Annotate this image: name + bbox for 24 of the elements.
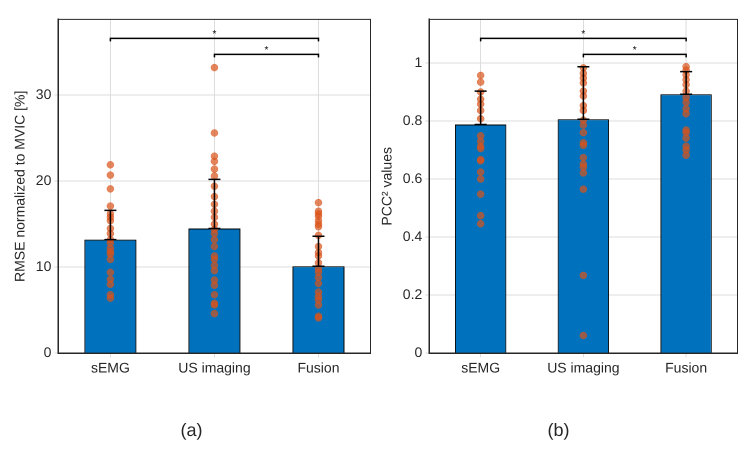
x-tick-label: sEMG xyxy=(461,359,500,376)
annotation: * xyxy=(632,45,637,56)
text: (a) xyxy=(180,420,204,441)
y-tick-label: 30 xyxy=(36,86,52,102)
y-tick-label: 1 xyxy=(414,54,422,70)
y-tick-label: 10 xyxy=(36,258,52,274)
y-tick-label: 20 xyxy=(36,172,52,188)
y-tick-label: 0.4 xyxy=(402,228,422,244)
x-tick-label: Fusion xyxy=(297,359,340,376)
x-tick-label: sEMG xyxy=(90,359,130,376)
y-tick-label: 0.6 xyxy=(402,170,422,186)
y-tick-label: 0 xyxy=(44,344,52,360)
y-tick-label: 0.8 xyxy=(402,112,422,128)
y-axis-title: PCC² values xyxy=(378,147,394,226)
annotation: * xyxy=(581,29,586,40)
y-tick-label: 0 xyxy=(414,344,422,360)
x-tick-label: US imaging xyxy=(547,359,620,376)
annotation: * xyxy=(264,45,269,56)
text: (b) xyxy=(546,420,570,441)
x-tick-label: US imaging xyxy=(178,359,251,376)
annotation: * xyxy=(212,29,216,40)
y-tick-label: 0.2 xyxy=(402,286,422,302)
y-axis-title: RMSE normalized to MVIC [%] xyxy=(11,90,28,282)
x-tick-label: Fusion xyxy=(665,359,708,376)
